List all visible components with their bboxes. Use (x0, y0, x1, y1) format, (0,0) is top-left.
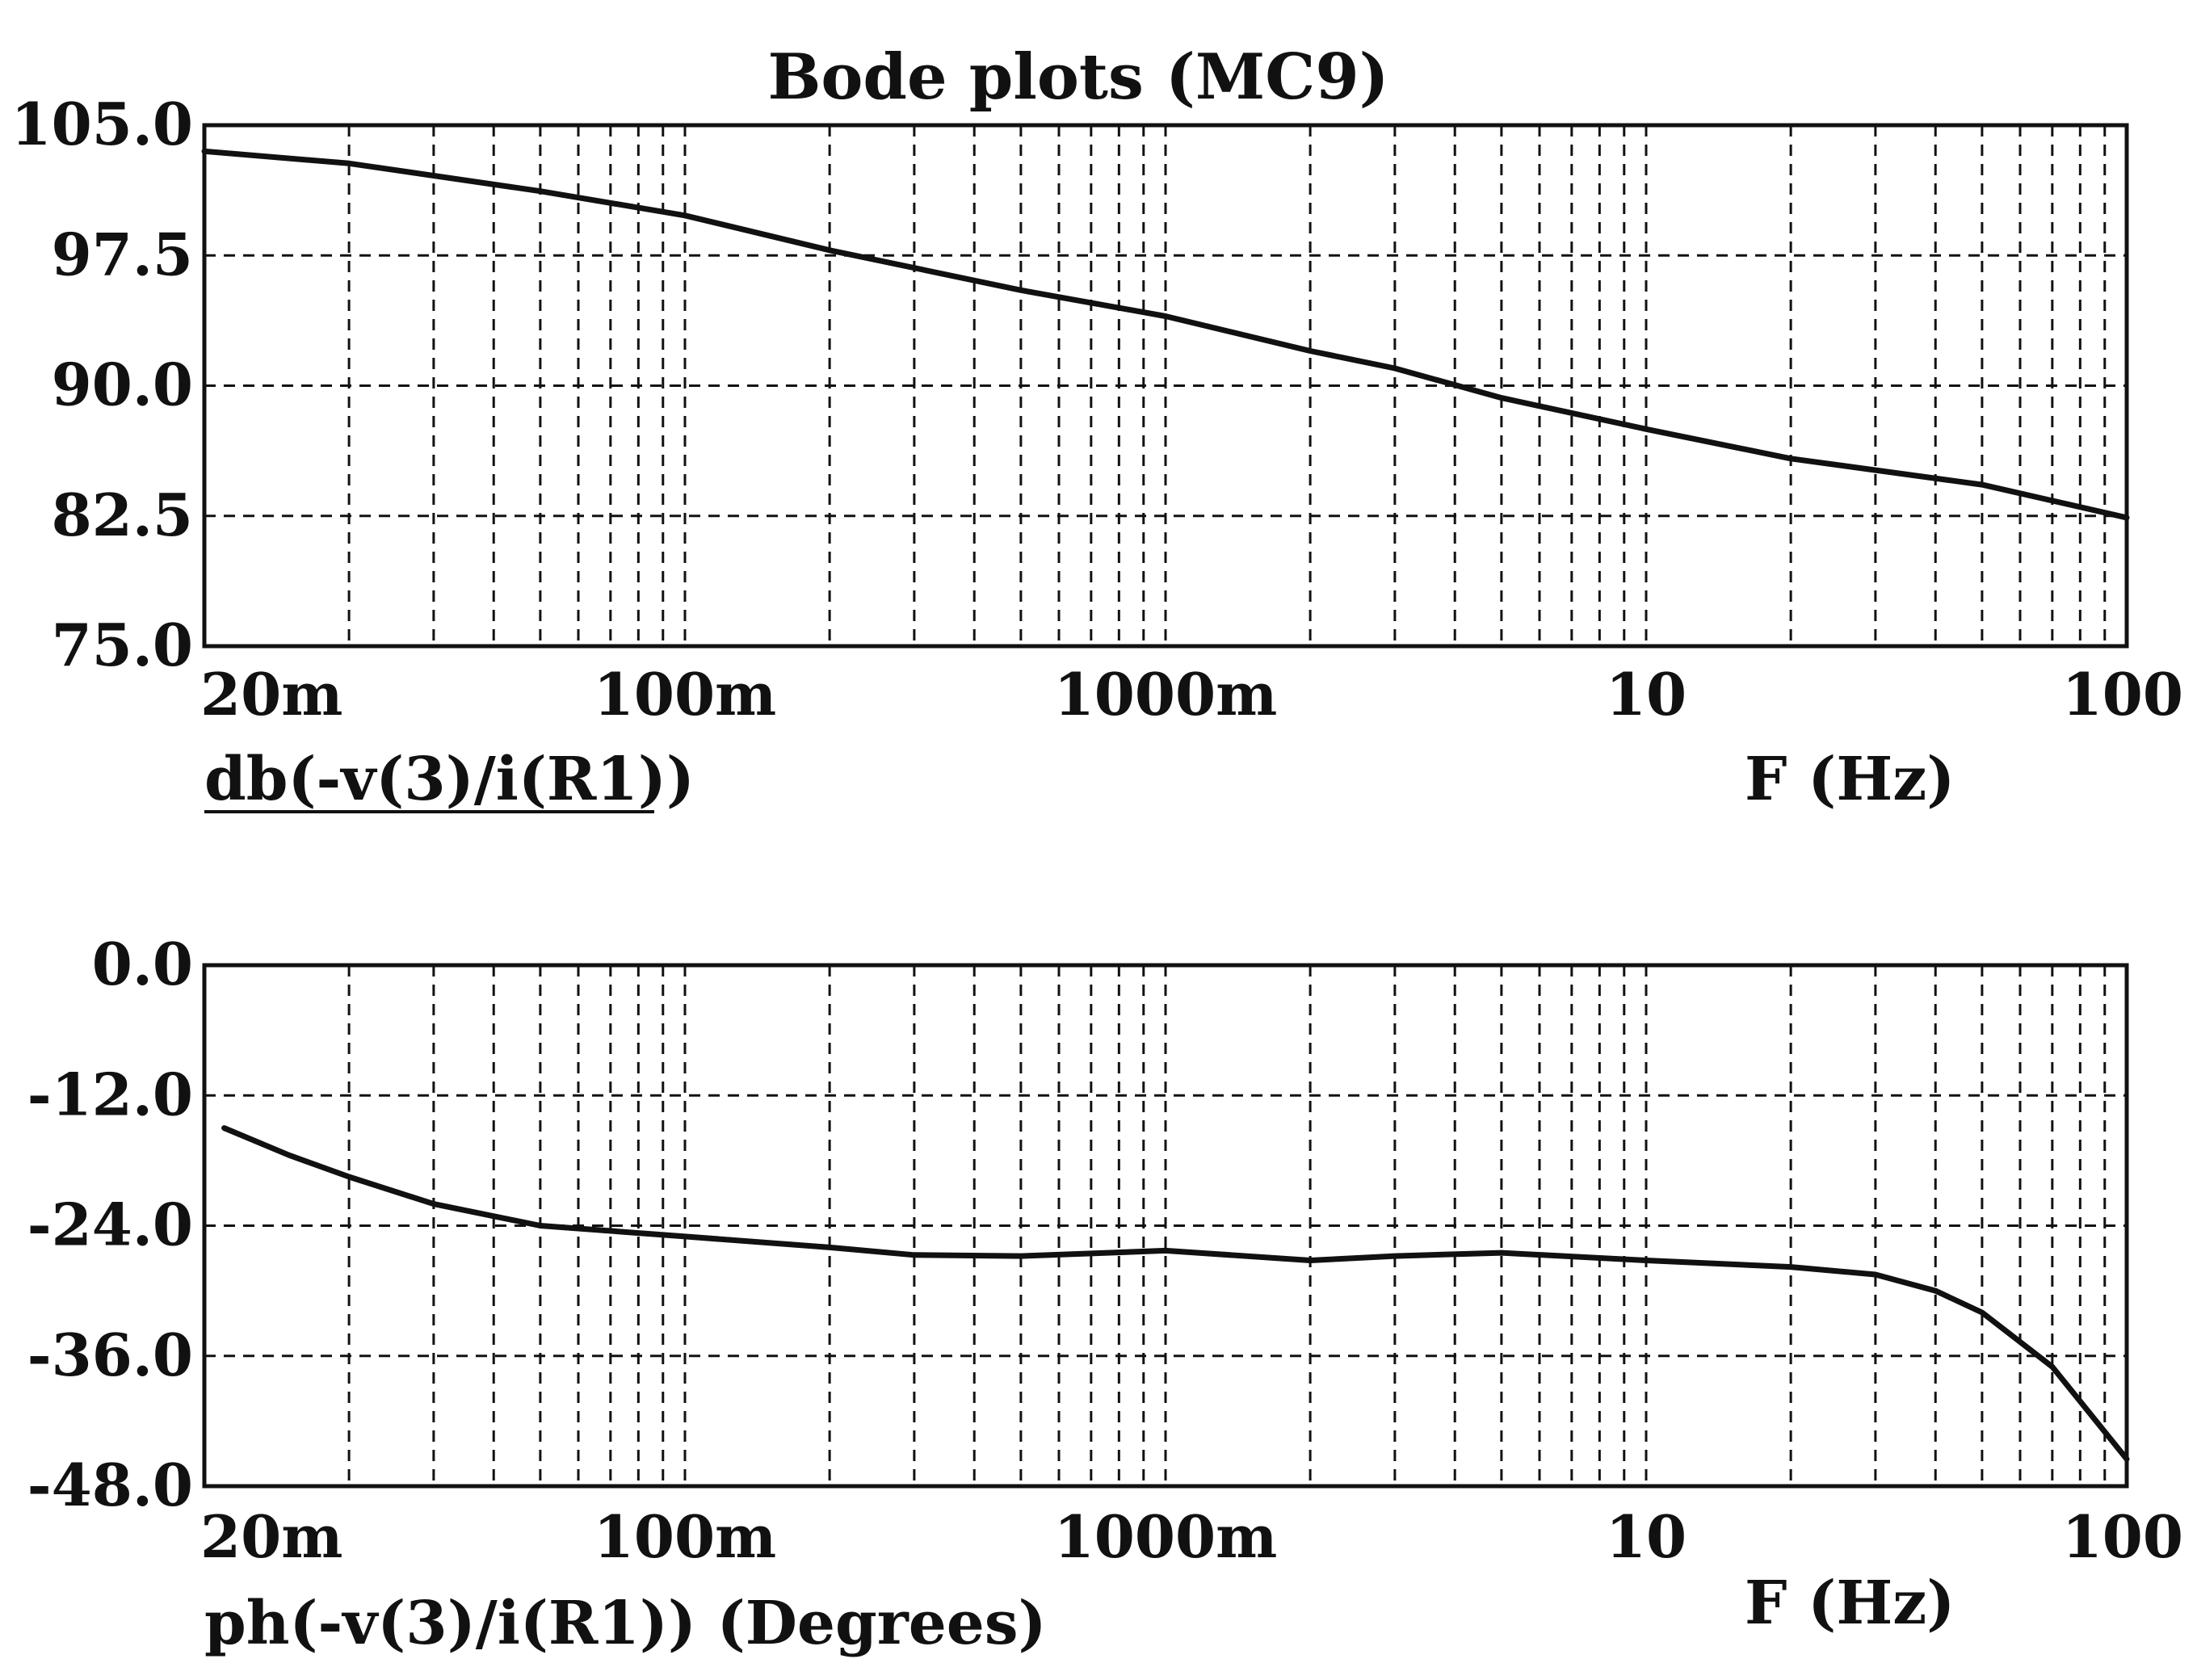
phase-x-tick-label: 20m (200, 1502, 342, 1571)
phase-plot: 0.0 -12.0 -24.0 -36.0 -48.0 20m 100m 1000m 10 10… (27, 930, 2183, 1658)
magnitude-x-tick-label: 100m (594, 660, 776, 729)
magnitude-y-tick-label: 75.0 (52, 611, 193, 679)
phase-y-label: ph(-v(3)/i(R1)) (Degrees) (204, 1589, 1047, 1658)
phase-x-tick-label: 10 (1606, 1502, 1687, 1571)
phase-y-tick-label: -36.0 (27, 1321, 193, 1389)
magnitude-y-tick-label: 105.0 (11, 90, 193, 158)
magnitude-y-tick-label: 97.5 (52, 220, 193, 288)
phase-x-tick-label: 100m (594, 1502, 776, 1571)
phase-x-tick-label: 100 (2062, 1502, 2183, 1571)
phase-y-tick-label: -12.0 (27, 1060, 193, 1128)
phase-plot-frame (202, 963, 2129, 1489)
phase-y-tick-label: 0.0 (92, 930, 193, 998)
magnitude-x-tick-label: 100 (2062, 660, 2183, 729)
magnitude-plot: Bode plots (MC9) 105.0 97.5 90.0 82.5 75.0 2… (11, 40, 2183, 814)
magnitude-x-tick-label: 20m (200, 660, 342, 729)
phase-y-tick-label: -24.0 (27, 1191, 193, 1259)
magnitude-x-tick-label: 10 (1606, 660, 1687, 729)
magnitude-y-tick-label: 82.5 (52, 481, 193, 549)
phase-x-tick-label: 1000m (1054, 1502, 1278, 1571)
magnitude-x-label: F (Hz) (1745, 745, 1955, 814)
magnitude-curve (201, 148, 2130, 521)
phase-x-label: F (Hz) (1745, 1569, 1955, 1638)
phase-curve (221, 1125, 2130, 1462)
magnitude-plot-frame (202, 123, 2129, 649)
chart-title: Bode plots (MC9) (767, 40, 1388, 114)
magnitude-y-label: db(-v(3)/i(R1)) (204, 745, 695, 814)
magnitude-x-tick-label: 1000m (1054, 660, 1278, 729)
phase-y-tick-label: -48.0 (27, 1451, 193, 1519)
magnitude-y-tick-label: 90.0 (52, 351, 193, 419)
